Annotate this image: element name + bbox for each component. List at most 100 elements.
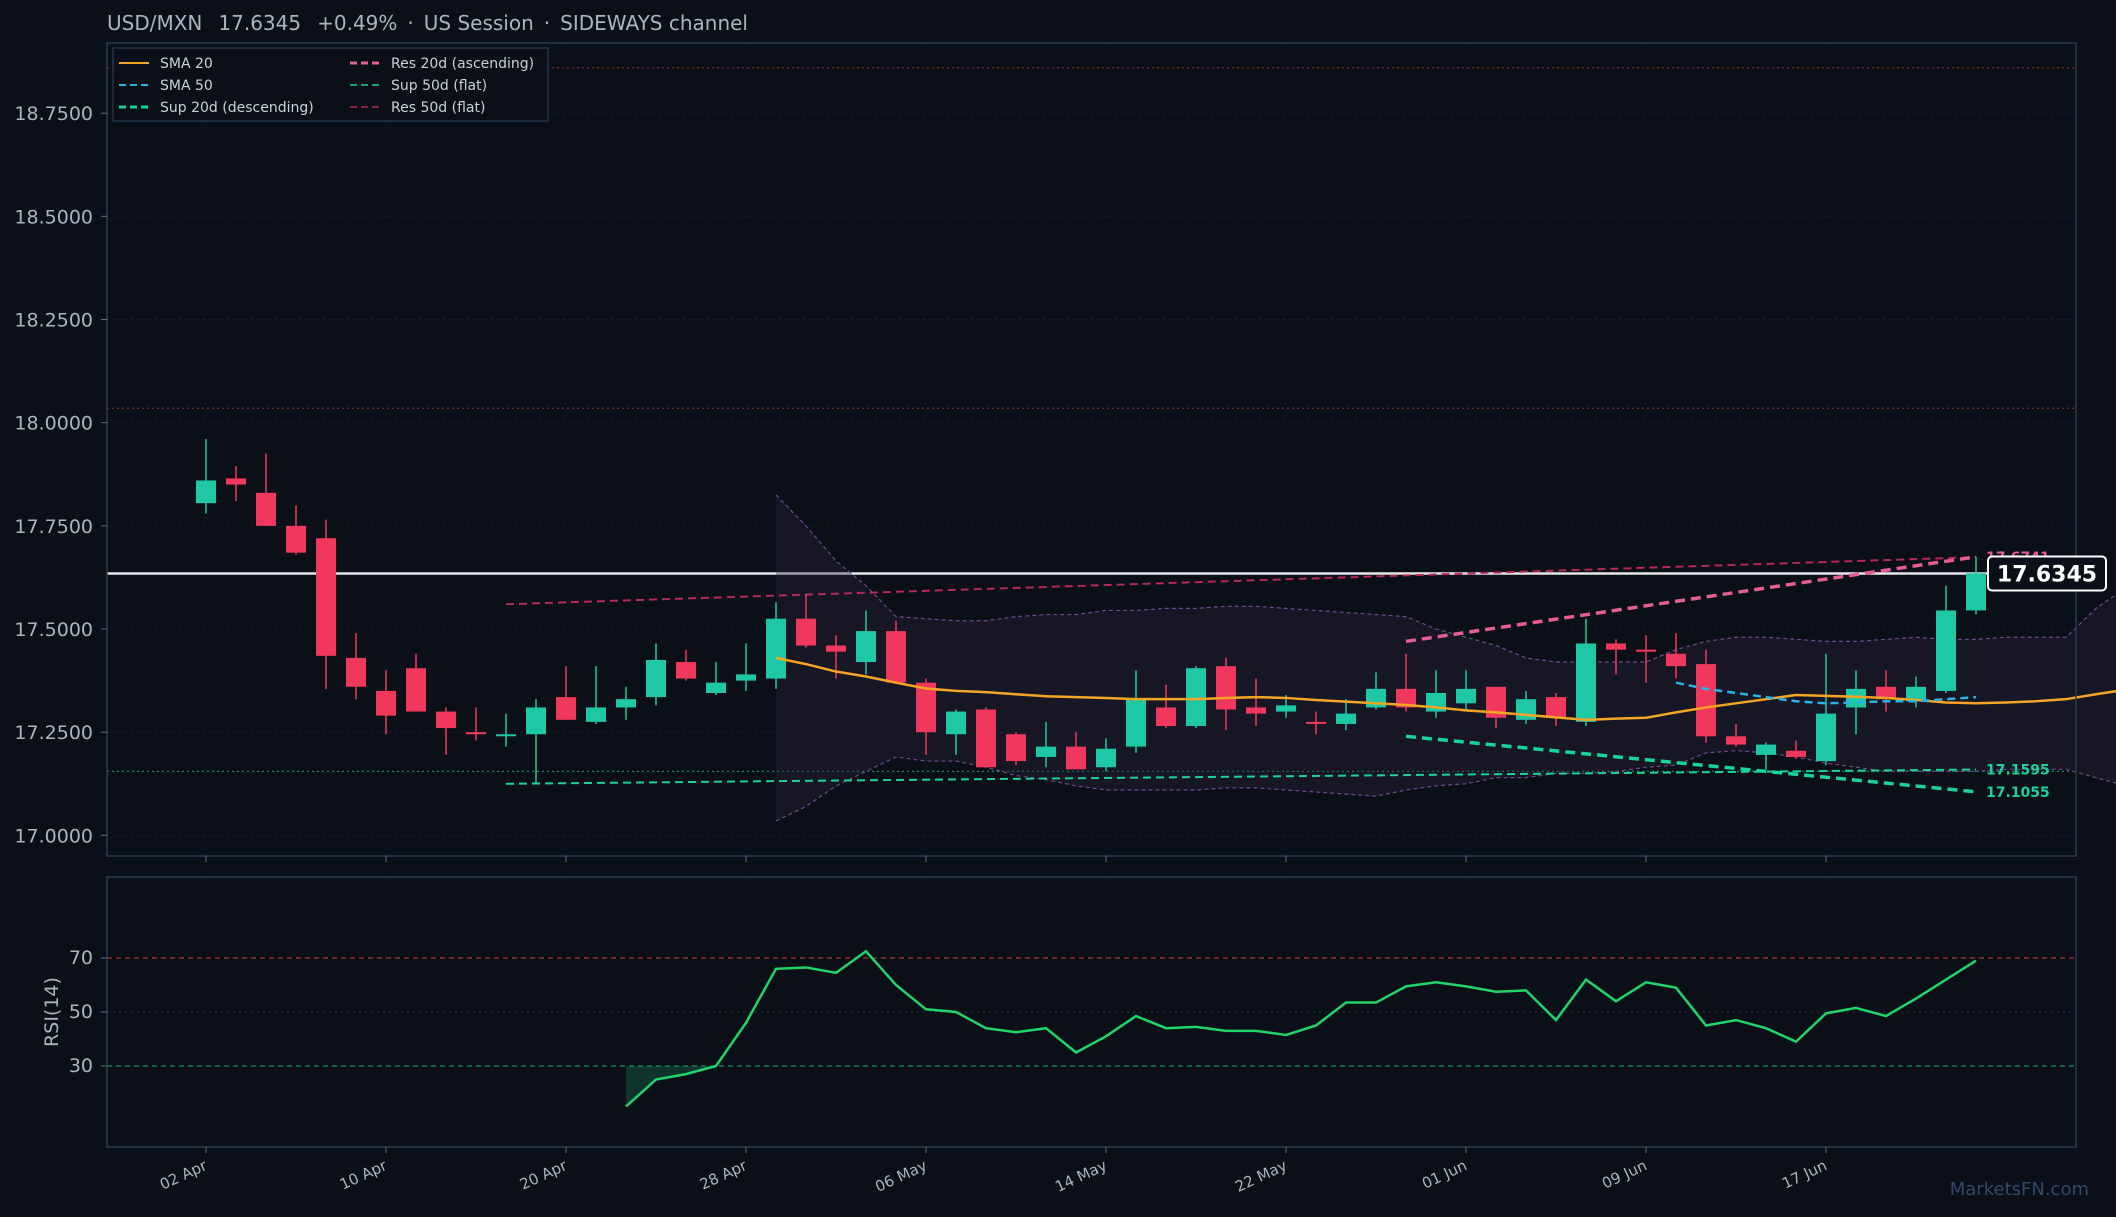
rsi-panel [107,949,2076,1108]
candle-body [856,631,876,663]
candles [196,439,1986,784]
candle-body [1336,713,1356,724]
candle-body [1666,653,1686,667]
sma20-line [775,656,2116,722]
candle-body [466,732,486,735]
candle-body [916,682,936,733]
candle-body [1216,666,1236,710]
regime-label: SIDEWAYS channel [560,11,748,35]
grid [107,43,2076,1147]
candle-body [1756,744,1776,755]
pair-label: USD/MXN [107,11,202,35]
price-label: 17.6345 [218,11,301,35]
x-tick-label: 01 Jun [1419,1156,1469,1192]
x-tick-label: 22 May [1232,1156,1289,1196]
candle-body [1516,699,1536,720]
legend-label: Sup 20d (descending) [160,100,314,116]
candle-body [946,711,966,735]
legend-label: SMA 50 [160,78,213,94]
trendline [505,556,1977,606]
legend-label: Res 20d (ascending) [391,56,534,72]
rsi-tick-label: 70 [69,947,93,969]
chart-header: USD/MXN 17.6345 +0.49% · US Session · SIDEWAYS… [107,11,748,35]
candle-body [526,707,546,735]
change-label: +0.49% [317,11,397,35]
candle-body [226,478,246,485]
candle-body [616,699,636,708]
y-tick-label: 17.2500 [14,722,93,744]
bollinger-band [775,494,2116,822]
candle-body [1696,664,1716,737]
price-panel-frame [106,42,2077,857]
candle-body [436,711,456,729]
sma50-line [1675,681,1977,705]
y-tick-label: 17.0000 [14,825,93,847]
legend-label: Sup 50d (flat) [391,78,487,94]
candle-body [496,734,516,737]
y-tick-label: 18.7500 [14,103,93,125]
bollinger-upper [775,494,2116,663]
y-tick-label: 18.5000 [14,206,93,228]
y-tick-label: 18.0000 [14,413,93,435]
candle-body [1726,736,1746,745]
candle-body [1306,721,1326,724]
y-tick-label: 17.5000 [14,619,93,641]
legend-label: Res 50d (flat) [391,100,485,116]
x-tick-label: 06 May [872,1156,929,1196]
trendlines [505,555,1977,794]
candle-body [1546,697,1566,718]
candle-body [1276,705,1296,712]
candle-body [1576,643,1596,722]
candle-body [1906,686,1926,702]
candle-body [826,645,846,652]
rsi-oversold-fill [626,1066,716,1107]
candle-body [1096,748,1116,768]
candle-body [646,659,666,698]
x-tick-label: 20 Apr [517,1156,571,1194]
candle-body [286,525,306,553]
candle-body [1036,746,1056,757]
y-tick-label: 18.2500 [14,310,93,332]
y-tick-label: 17.7500 [14,516,93,538]
candle-body [346,657,366,687]
x-tick-label: 09 Jun [1599,1156,1649,1192]
legend-label: SMA 20 [160,56,213,72]
x-tick-label: 17 Jun [1779,1156,1829,1192]
level-label: 17.1055 [1986,785,2050,801]
candle-body [316,538,336,656]
rsi-axis-label: RSI(14) [41,977,63,1047]
candle-body [406,668,426,712]
bollinger-fill [776,494,2116,821]
rsi-tick-label: 50 [69,1001,93,1023]
x-tick-label: 02 Apr [157,1156,211,1194]
trendline [505,768,1977,785]
candle-body [676,662,696,679]
candle-body [1966,573,1986,611]
watermark: MarketsFN.com [1950,1179,2089,1200]
candle-body [1636,649,1656,652]
candle-body [1486,686,1506,718]
candle-body [1786,750,1806,757]
candle-body [1876,686,1896,700]
candle-body [766,618,786,679]
candle-body [1186,668,1206,727]
candle-body [196,480,216,504]
candle-body [736,674,756,681]
candle-body [1936,610,1956,691]
x-tick-label: 28 Apr [697,1156,751,1194]
last-price-badge [1987,555,2107,592]
moving-averages [775,656,2116,722]
candle-body [376,690,396,716]
candle-body [256,492,276,526]
rsi-line [625,949,1977,1108]
candle-body [706,682,726,693]
candle-body [1456,688,1476,704]
separator: · [407,11,413,35]
candle-body [586,707,606,722]
x-tick-label: 14 May [1052,1156,1109,1196]
candle-body [1246,707,1266,714]
candle-body [976,709,996,768]
bollinger-lower [775,750,2116,822]
